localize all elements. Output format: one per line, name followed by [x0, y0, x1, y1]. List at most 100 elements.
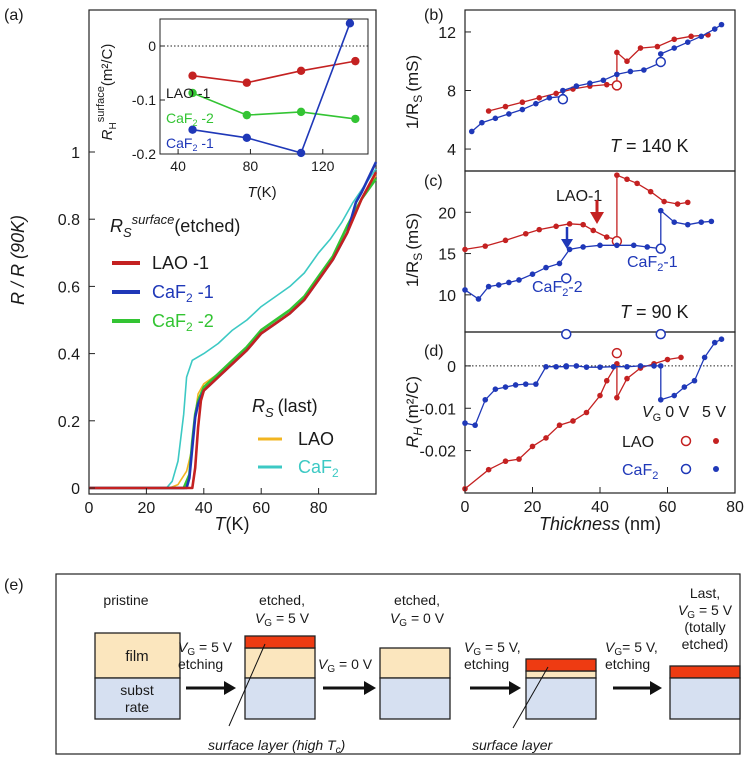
legend-label-caf2-2: CaF2 -2: [152, 311, 214, 334]
c-point: [634, 180, 640, 187]
inset-label-lao-1: LAO -1: [166, 85, 211, 101]
b-point: [560, 87, 566, 94]
arrow2-label-sub: G: [327, 664, 335, 675]
inset-label-caf2-2-suffix: -2: [197, 110, 214, 126]
stage5-title-2-rest: = 5 V: [695, 602, 733, 618]
note1-text-main: surface layer (high T: [208, 737, 337, 753]
c-ytick-label: 15: [438, 247, 456, 264]
panel-b-y-label: 1/RS (mS): [403, 55, 425, 129]
panel-c-y-label: 1/RS (mS): [403, 213, 425, 287]
legend-last-title-sub: S: [265, 405, 274, 420]
panel-c-arrow-caf2-2: [561, 227, 573, 249]
panel-d-legend-lao-filled: [713, 438, 719, 444]
inset-label-caf2-2-sub: 2: [192, 118, 197, 128]
inset-point: [188, 71, 197, 80]
panel-a: (a) 00.20.40.60.81 0 20 40 60 80 R / R (90K)…: [4, 7, 378, 534]
d-point: [637, 363, 644, 369]
arrow2-head: [364, 681, 376, 695]
arrow4-label-2: etching: [605, 656, 650, 672]
c-point: [522, 230, 529, 237]
panel-b-y-label-sub: S: [411, 95, 425, 103]
panel-b-y-label-main: 1/R: [403, 103, 422, 129]
note2-text: surface layer: [472, 737, 553, 753]
legend-last-title-r: R: [252, 396, 265, 416]
arrow2-label-v: V: [318, 656, 329, 672]
inset-point: [242, 110, 252, 120]
stage5-surface-layer: [669, 665, 741, 679]
panel-d-y-label-main: R: [403, 436, 422, 448]
c-point: [614, 242, 620, 249]
panel-c-y-ticks: 10 15 20: [438, 205, 471, 305]
inset-xtick-label: 40: [170, 158, 186, 174]
b-point: [711, 26, 718, 32]
b-point: [624, 58, 630, 65]
inset-series-line-0: [192, 60, 356, 84]
a-ytick-label: 1: [71, 145, 80, 162]
b-point: [600, 77, 607, 84]
b-point: [657, 51, 664, 57]
panel-c-y-label-sub: S: [411, 253, 425, 261]
stage-pristine-substrate-label-1: subst: [120, 682, 154, 698]
c-point: [684, 221, 691, 228]
panel-a-series: [89, 161, 378, 490]
inset-y-ticks: 0 -0.1 -0.2: [132, 38, 165, 162]
b-point: [536, 95, 543, 101]
d-point: [681, 384, 688, 390]
panel-c-arrow-lao: [590, 200, 604, 224]
a-ytick-label: 0.2: [58, 414, 80, 431]
panel-d-y-ticks: 0 -0.01 -0.02: [420, 359, 471, 461]
c-point: [674, 201, 681, 207]
d-point: [610, 363, 617, 370]
arrow1-label-sub: G: [187, 647, 195, 658]
panel-c-label-caf2-1-base: CaF: [627, 254, 657, 271]
inset-y-label: RHsurface(m²/C): [95, 44, 119, 141]
panel-d-y-label-sub: H: [411, 427, 425, 436]
inset-label-caf2-2: CaF2 -2: [166, 110, 214, 128]
c-ytick-label: 20: [438, 205, 456, 222]
legend-label-caf2-2-suffix: -2: [193, 311, 214, 331]
arrow4-label-v: V: [605, 639, 616, 655]
legend-label-caf2-1-sub: 2: [186, 291, 193, 305]
arrow3-head: [509, 681, 521, 695]
inset-ytick-label: -0.1: [132, 92, 156, 108]
panel-c-label-caf2-1: CaF2-1: [627, 254, 678, 274]
d-open-point: [561, 328, 572, 340]
stage5-title-4: etched): [682, 636, 729, 652]
stage2-substrate: [244, 677, 316, 720]
c-point: [624, 176, 630, 183]
b-point: [671, 36, 678, 43]
c-ytick-label: 10: [438, 288, 456, 305]
panel-c-label-lao-1: LAO-1: [556, 188, 602, 205]
d-open-point: [655, 328, 666, 340]
inset-point: [345, 19, 355, 28]
panel-d-legend-caf2-open: [680, 463, 692, 475]
stage2-title-2-sub: G: [264, 618, 272, 629]
panel-d-frame: [464, 331, 736, 494]
b-point: [698, 33, 705, 40]
b-point: [546, 95, 553, 101]
arrow4-label-rest: = 5 V,: [622, 639, 658, 655]
d-point: [529, 443, 536, 450]
panel-d-legend-vg: VG 0 V: [642, 404, 690, 424]
c-point: [516, 277, 522, 283]
b-point: [519, 106, 526, 113]
panel-a-y-ticks: 0 0.2 0.4 0.6 0.8 1: [58, 145, 95, 498]
inset-ytick-label: -0.2: [132, 146, 156, 162]
d-point: [556, 422, 563, 429]
inset-label-caf2-1-base: CaF: [166, 135, 192, 151]
arrow2-label-rest: = 0 V: [335, 656, 373, 672]
c-point: [708, 218, 715, 225]
arrow3-label-2: etching: [464, 656, 509, 672]
a-xtick-label: 60: [252, 500, 270, 517]
c-point: [502, 237, 509, 244]
arrow1-label: VG = 5 V: [178, 639, 233, 658]
panel-b-frame: [464, 9, 736, 172]
note2-pointer: [512, 666, 549, 729]
panel-c-annotation-value: = 90 K: [631, 302, 689, 322]
panel-label-a: (a): [4, 7, 24, 24]
arrow3-label: VG = 5 V,: [464, 639, 521, 658]
panel-c-label-caf2-2: CaF2-2: [532, 279, 583, 299]
panel-c-annotation: T = 90 K: [620, 302, 689, 322]
